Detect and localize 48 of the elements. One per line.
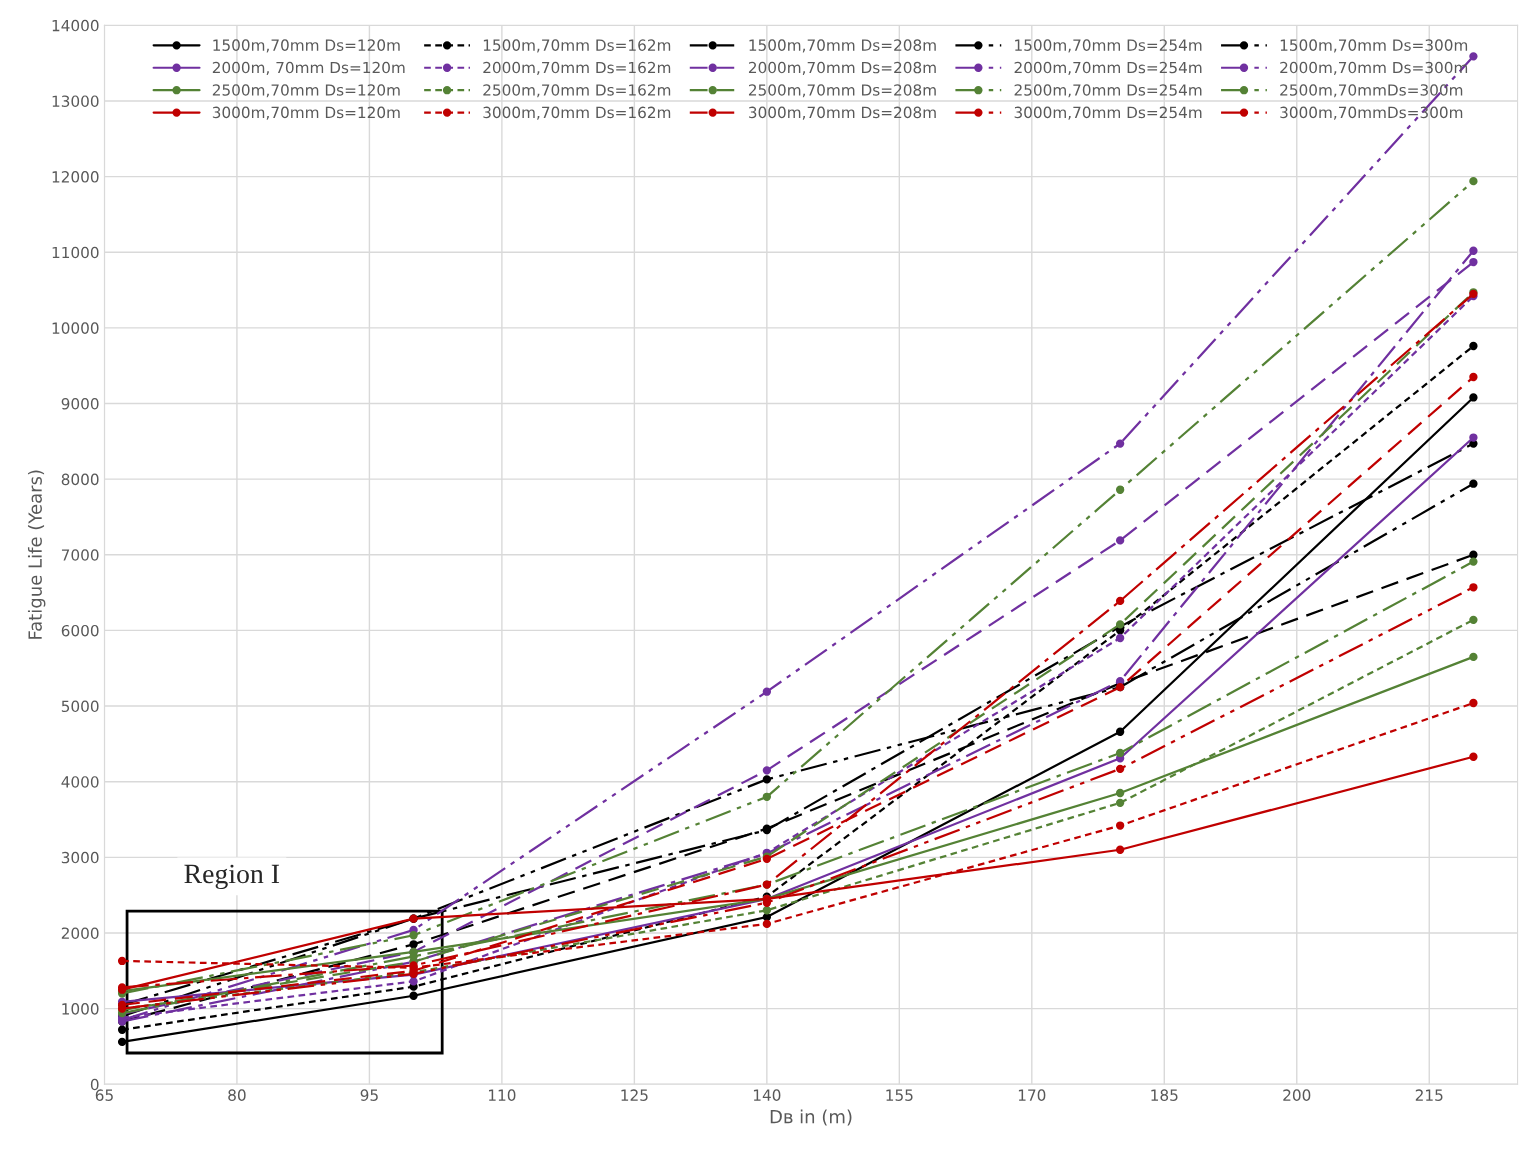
y-tick-label: 6000 [61, 624, 99, 637]
legend-label: 2500m,70mm Ds=208m [748, 84, 936, 98]
x-tick-label: 95 [360, 1089, 378, 1101]
legend-label: 2000m,70mm Ds=162m [483, 61, 671, 75]
annotation: Region I [184, 864, 280, 890]
legend-label: 2500m,70mm Ds=120m [212, 84, 400, 98]
y-tick-label: 9000 [61, 397, 99, 410]
y-tick-label: 12000 [52, 171, 99, 183]
y-tick-label: 8000 [61, 473, 99, 486]
y-tick-label: 14000 [52, 19, 99, 32]
x-tick-label: 185 [1151, 1089, 1178, 1101]
legend-label: 1500m,70mm Ds=120m [213, 39, 400, 53]
legend-label: 3000m,70mmDs=300m [1280, 106, 1463, 120]
legend-label: 3000m,70mm Ds=162m [483, 106, 671, 120]
x-tick-label: 80 [228, 1089, 246, 1101]
legend-label: 3000m,70mm Ds=254m [1014, 106, 1202, 120]
x-tick-label: 125 [621, 1089, 648, 1101]
legend-label: 3000m,70mm Ds=120m [212, 106, 400, 120]
y-tick-label: 4000 [61, 776, 99, 788]
y-tick-label: 2000 [61, 927, 99, 939]
y-tick-label: 10000 [52, 322, 99, 334]
y-tick-label: 11000 [52, 246, 99, 259]
x-tick-label: 65 [95, 1089, 113, 1101]
legend-label: 2000m,70mm Ds=254m [1014, 61, 1202, 75]
y-axis-title: Fatigue Life (Years) [27, 470, 46, 639]
legend-label: 1500m,70mm Ds=162m [483, 39, 671, 53]
legend-label: 2000m,70mm Ds=208m [748, 61, 936, 75]
legend-label: 1500m,70mm Ds=300m [1280, 39, 1468, 53]
y-tick-label: 7000 [61, 549, 99, 561]
x-tick-label: 200 [1283, 1089, 1311, 1101]
x-tick-label: 140 [753, 1089, 781, 1101]
y-tick-label: 3000 [61, 851, 99, 864]
y-tick-label: 13000 [52, 95, 99, 107]
x-axis-title: Dʙ in (m) [770, 1109, 852, 1126]
legend-label: 1500m,70mm Ds=254m [1015, 39, 1202, 53]
x-tick-label: 155 [886, 1089, 913, 1101]
legend-label: 1500m,70mm Ds=208m [749, 39, 936, 53]
x-tick-label: 170 [1018, 1089, 1046, 1101]
legend-label: 2500m,70mm Ds=162m [483, 84, 671, 98]
x-tick-label: 215 [1415, 1089, 1443, 1101]
legend-label: 2500m,70mm Ds=254m [1014, 84, 1202, 98]
y-tick-label: 0 [90, 1078, 99, 1091]
y-tick-label: 5000 [61, 700, 99, 713]
legend-label: 3000m,70mm Ds=208m [749, 106, 936, 120]
x-tick-label: 110 [488, 1089, 516, 1101]
y-tick-label: 1000 [62, 1003, 99, 1015]
legend-label: 2500m,70mmDs=300m [1280, 84, 1463, 98]
legend-label: 2000m, 70mm Ds=120m [212, 61, 405, 75]
